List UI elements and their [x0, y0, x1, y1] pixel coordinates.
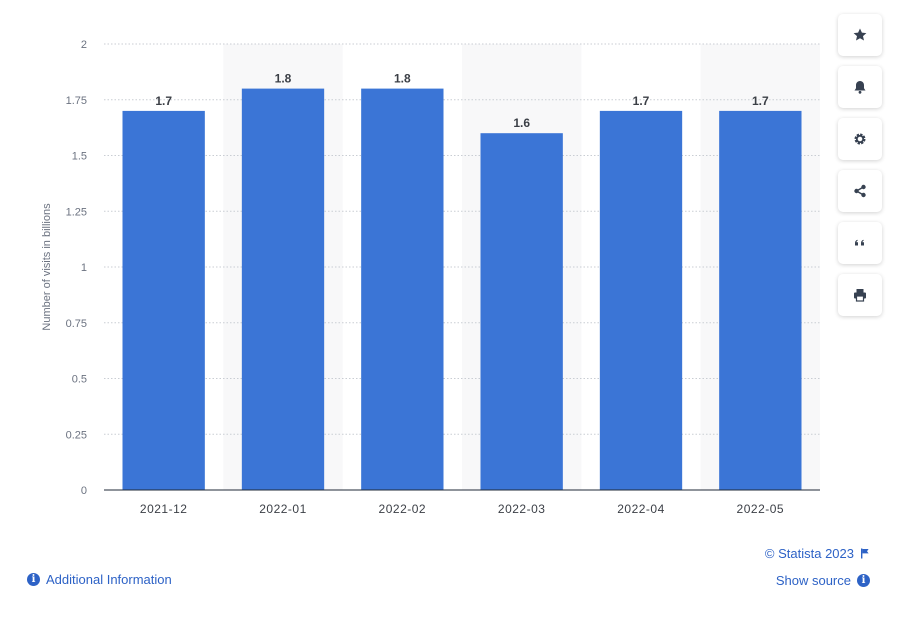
print-button[interactable] — [838, 274, 882, 316]
bell-icon — [854, 81, 866, 94]
y-tick-label: 1.5 — [72, 151, 87, 163]
additional-information-text: Additional Information — [46, 572, 172, 587]
y-axis-ticks: 0 0.25 0.5 0.75 1 1.25 1.5 1.75 2 — [66, 39, 87, 497]
y-tick-label: 1.25 — [66, 206, 87, 218]
data-label: 1.8 — [394, 72, 411, 86]
copyright-text: © Statista 2023 — [764, 546, 854, 561]
cite-button[interactable] — [838, 222, 882, 264]
settings-button[interactable] — [838, 118, 882, 160]
grid-lines — [104, 43, 820, 435]
y-tick-label: 1.75 — [66, 95, 87, 107]
info-icon: i — [857, 574, 870, 587]
bar[interactable] — [719, 110, 802, 491]
x-tick-label: 2022-01 — [259, 502, 307, 516]
bar[interactable] — [241, 88, 325, 490]
data-label: 1.6 — [513, 116, 530, 130]
share-button[interactable] — [838, 170, 882, 212]
x-tick-label: 2022-04 — [617, 502, 665, 516]
data-label: 1.7 — [752, 94, 769, 108]
copyright[interactable]: © Statista 2023 — [765, 546, 870, 561]
bar[interactable] — [122, 110, 205, 491]
flag-icon — [861, 548, 869, 559]
y-tick-label: 0.25 — [66, 429, 87, 441]
data-label: 1.7 — [633, 94, 650, 108]
bar[interactable] — [599, 110, 683, 491]
y-tick-label: 1 — [81, 262, 87, 274]
info-icon: i — [27, 573, 40, 586]
y-tick-label: 2 — [81, 39, 87, 51]
gear-icon — [854, 133, 866, 145]
bar[interactable] — [361, 88, 444, 490]
x-tick-label: 2022-03 — [498, 502, 546, 516]
x-tick-label: 2022-05 — [737, 502, 785, 516]
show-source-text: Show source — [775, 573, 851, 588]
additional-information-link[interactable]: i Additional Information — [27, 572, 172, 587]
data-label: 1.8 — [275, 72, 292, 86]
y-tick-label: 0.75 — [66, 318, 87, 330]
chart-toolbar — [838, 14, 882, 326]
show-source-link[interactable]: Show source i — [776, 573, 870, 588]
x-tick-label: 2021-12 — [140, 502, 188, 516]
notification-button[interactable] — [838, 66, 882, 108]
y-axis-title: Number of visits in billions — [41, 203, 53, 331]
quote-icon — [855, 239, 864, 246]
share-icon — [854, 184, 866, 198]
bars — [122, 88, 802, 491]
data-labels: 1.7 1.8 1.8 1.6 1.7 1.7 — [155, 72, 769, 131]
data-label: 1.7 — [155, 94, 172, 108]
y-tick-label: 0 — [81, 485, 87, 497]
y-tick-label: 0.5 — [72, 374, 87, 386]
x-tick-label: 2022-02 — [379, 502, 427, 516]
favorite-button[interactable] — [838, 14, 882, 56]
x-axis-ticks: 2021-12 2022-01 2022-02 2022-03 2022-04 2022-… — [140, 502, 784, 516]
bar[interactable] — [480, 133, 563, 490]
print-icon — [854, 289, 866, 302]
star-icon — [853, 28, 867, 41]
